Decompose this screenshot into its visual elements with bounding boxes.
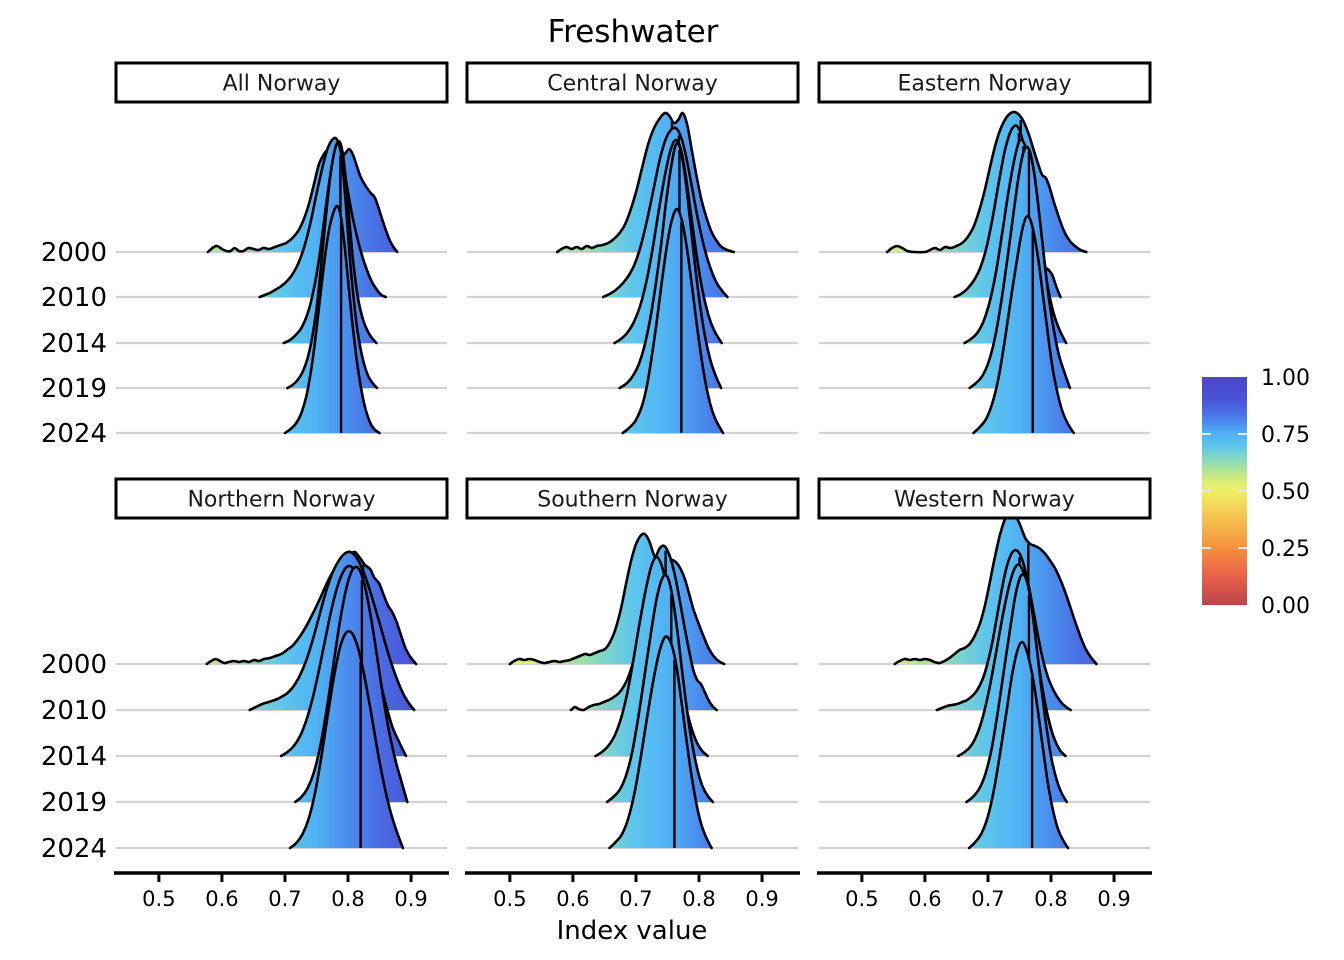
density-outline [935,548,1072,712]
y-axis-year-label: 2014 [41,329,107,359]
panel-header-box [817,477,1152,520]
x-axis-tick-label: 0.7 [971,887,1004,911]
density-outline [205,550,418,666]
density-outline [968,145,1072,390]
y-axis-year-label: 2010 [41,283,107,313]
density-outline [508,532,726,666]
y-axis-year-label: 2019 [41,788,107,818]
density-fill [208,143,398,252]
density-outline [555,111,735,254]
density-outline [288,629,405,850]
density-outline [601,126,729,299]
density-outline [293,565,409,804]
density-fill [622,208,723,433]
y-axis-year-label: 2019 [41,374,107,404]
colorbar-tick-label: 0.00 [1261,594,1310,619]
chart-title: Freshwater [548,14,719,50]
density-outline [258,136,388,299]
y-axis-year-label: 2000 [41,238,107,268]
x-axis-tick-label: 0.8 [331,887,364,911]
density-outline [965,573,1069,804]
x-axis-tick-label: 0.7 [619,887,652,911]
panel-header-box [114,477,449,520]
ridge-all-norway-2000 [206,142,399,254]
panel-header-box [114,61,449,104]
density-outline [967,640,1070,850]
panel-header-label: Central Norway [547,72,718,97]
density-outline [953,124,1062,299]
density-outline [972,214,1075,435]
density-outline [621,207,725,435]
ridge-northern-norway-2024 [288,629,405,850]
density-outline [206,142,399,254]
density-outline [248,550,416,712]
colorbar-tick-label: 0.50 [1261,480,1310,505]
panel-header-label: All Norway [223,72,341,97]
density-outline [957,563,1067,758]
density-fill [509,533,725,664]
colorbar-tick-label: 0.75 [1261,423,1310,448]
y-axis-year-label: 2024 [41,419,107,449]
density-fill [290,631,403,848]
colorbar-tick-label: 1.00 [1261,366,1310,391]
ridge-eastern-norway-2024 [972,214,1075,435]
colorbar-legend: 1.00 0.75 0.50 0.25 0.00 [1202,366,1310,619]
colorbar-tick-label: 0.25 [1261,537,1310,562]
density-fill [259,137,386,297]
density-outline [613,138,723,345]
x-axis-tick-label: 0.6 [556,887,589,911]
panel-header-label: Eastern Norway [897,72,1071,97]
panel-header-label: Northern Norway [187,488,375,513]
ridge-western-norway-2024 [967,640,1070,850]
ridge-layer [205,110,1098,850]
panel-header-box [465,477,800,520]
density-outline [893,509,1098,666]
x-axis-tick-label: 0.8 [1034,887,1067,911]
y-axis-year-label: 2000 [41,650,107,680]
ridge-southern-norway-2024 [608,635,713,850]
density-outline [283,204,381,435]
density-fill [285,205,380,433]
x-axis-tick-label: 0.9 [1097,887,1130,911]
panel-header-label: Southern Norway [537,488,728,513]
x-axis-tick-label: 0.9 [394,887,427,911]
ridge-southern-norway-2000 [508,532,726,666]
density-outline [618,141,723,390]
y-axis-year-label: 2010 [41,696,107,726]
x-axis-label: Index value [557,916,708,946]
density-fill [894,510,1097,664]
density-outline [594,555,710,758]
y-axis-year-label: 2024 [41,834,107,864]
x-axis-tick-label: 0.7 [268,887,301,911]
ridge-all-norway-2024 [283,204,381,435]
x-axis-tick-label: 0.5 [493,887,526,911]
density-outline [605,573,715,804]
ridge-central-norway-2024 [621,207,725,435]
x-axis-tick-label: 0.6 [908,887,941,911]
x-axis-tick-label: 0.9 [745,887,778,911]
panel-header-box [817,61,1152,104]
x-axis-tick-label: 0.5 [845,887,878,911]
y-axis-year-label: 2014 [41,742,107,772]
x-axis-tick-label: 0.6 [205,887,238,911]
panel-headers: All Norway Central Norway Eastern Norway No… [114,61,1152,520]
panel-header-box [465,61,800,104]
density-outline [885,110,1088,254]
density-outline [286,141,379,390]
panel-header-label: Western Norway [894,488,1075,513]
ridge-eastern-norway-2000 [885,110,1088,254]
density-outline [608,635,713,850]
x-axis-tick-label: 0.8 [682,887,715,911]
x-axis-tick-label: 0.5 [142,887,175,911]
axes: 2000 2010 2014 2019 2024 2000 2010 2014 2019 2024… [41,238,1152,911]
